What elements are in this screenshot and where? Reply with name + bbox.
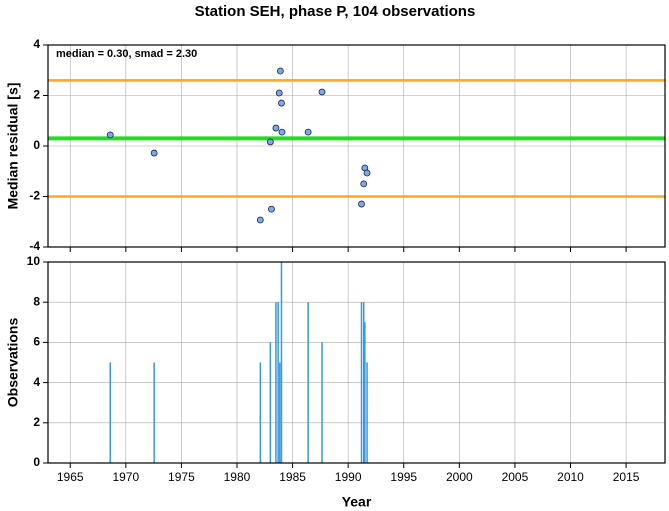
annotation: median = 0.30, smad = 2.30 <box>56 48 197 60</box>
point <box>276 67 284 75</box>
y-tick-label: 2 <box>33 415 40 429</box>
y-tick-label: 10 <box>27 254 41 268</box>
point <box>106 131 114 139</box>
x-tick-label: 1985 <box>279 470 306 484</box>
point <box>150 149 158 157</box>
x-tick-label: 1970 <box>112 470 139 484</box>
point <box>360 180 368 188</box>
point <box>363 169 371 177</box>
x-axis-label: Year <box>342 494 372 510</box>
y-tick-label: 2 <box>33 88 40 102</box>
point <box>278 99 285 107</box>
x-tick-label: 1975 <box>168 470 195 484</box>
y-tick-label: 0 <box>33 138 40 152</box>
x-tick-label: 1965 <box>57 470 84 484</box>
plot-frame <box>47 44 666 248</box>
point <box>266 138 274 146</box>
point <box>256 216 264 224</box>
point <box>278 128 286 136</box>
x-tick-label: 2000 <box>446 470 473 484</box>
y-tick-label: 8 <box>33 294 40 308</box>
y-tick-label: 0 <box>33 455 40 469</box>
point <box>358 200 365 208</box>
x-tick-label: 2005 <box>502 470 529 484</box>
y-tick-label: 6 <box>33 335 40 349</box>
x-tick-label: 1980 <box>224 470 251 484</box>
x-tick-label: 2015 <box>613 470 640 484</box>
chart-title: Station SEH, phase P, 104 observations <box>195 3 476 20</box>
x-tick-label: 1995 <box>390 470 417 484</box>
y-tick-label: 4 <box>33 375 40 389</box>
point <box>268 205 275 213</box>
point <box>272 124 280 132</box>
plot-frame <box>47 261 666 464</box>
point <box>318 88 326 96</box>
x-tick-label: 2010 <box>557 470 584 484</box>
y-axis-label: Median residual [s] <box>5 83 21 210</box>
y-axis-label: Observations <box>5 318 21 408</box>
point <box>275 89 283 97</box>
x-tick-label: 1990 <box>335 470 362 484</box>
y-tick-label: -2 <box>29 189 40 203</box>
point <box>304 128 312 136</box>
y-tick-label: 4 <box>33 37 40 51</box>
y-tick-label: -4 <box>29 239 40 253</box>
